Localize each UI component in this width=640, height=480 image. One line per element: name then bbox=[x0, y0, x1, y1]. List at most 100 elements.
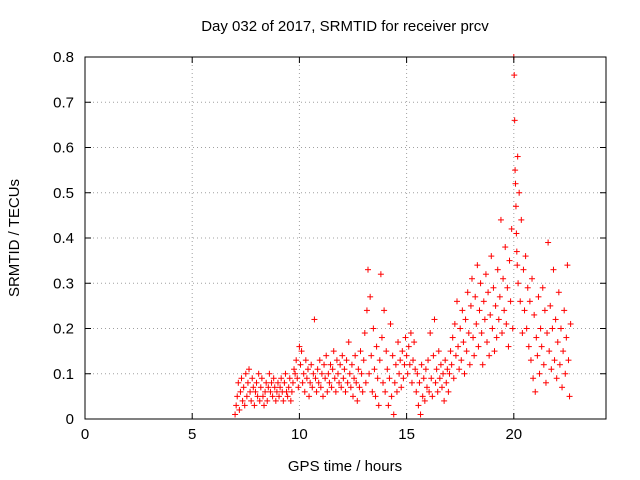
data-point bbox=[410, 357, 417, 364]
data-point bbox=[548, 366, 555, 373]
data-point bbox=[511, 72, 518, 79]
data-point bbox=[505, 343, 512, 350]
data-point bbox=[378, 334, 385, 341]
data-point bbox=[341, 366, 348, 373]
data-point bbox=[564, 262, 571, 269]
data-point bbox=[263, 379, 270, 386]
data-point bbox=[301, 388, 308, 395]
data-point bbox=[563, 334, 570, 341]
data-point bbox=[433, 366, 440, 373]
data-point bbox=[426, 388, 433, 395]
data-points bbox=[232, 54, 574, 418]
data-point bbox=[467, 302, 474, 309]
data-point bbox=[421, 397, 428, 404]
data-point bbox=[392, 361, 399, 368]
data-point bbox=[449, 334, 456, 341]
data-point bbox=[253, 379, 260, 386]
data-point bbox=[539, 284, 546, 291]
data-point bbox=[416, 379, 423, 386]
data-point bbox=[419, 393, 426, 400]
data-point bbox=[332, 388, 339, 395]
data-point bbox=[550, 266, 557, 273]
data-point bbox=[423, 384, 430, 391]
data-point bbox=[552, 316, 559, 323]
data-point bbox=[372, 393, 379, 400]
x-tick-label: 15 bbox=[398, 426, 415, 443]
x-tick-label: 0 bbox=[81, 426, 89, 443]
data-point bbox=[425, 357, 432, 364]
data-point bbox=[388, 393, 395, 400]
data-point bbox=[440, 370, 447, 377]
data-point bbox=[366, 370, 373, 377]
data-point bbox=[255, 370, 262, 377]
data-point bbox=[360, 357, 367, 364]
data-point bbox=[268, 379, 275, 386]
data-point bbox=[516, 189, 523, 196]
data-point bbox=[508, 225, 515, 232]
data-point bbox=[537, 325, 544, 332]
data-point bbox=[545, 239, 552, 246]
data-point bbox=[369, 388, 376, 395]
data-point bbox=[551, 357, 558, 364]
data-point bbox=[389, 352, 396, 359]
data-point bbox=[417, 411, 424, 418]
data-point bbox=[452, 352, 459, 359]
data-point bbox=[561, 307, 568, 314]
data-point bbox=[331, 375, 338, 382]
data-point bbox=[446, 370, 453, 377]
data-point bbox=[334, 370, 341, 377]
data-point bbox=[538, 343, 545, 350]
data-point bbox=[435, 348, 442, 355]
data-point bbox=[272, 397, 279, 404]
data-point bbox=[521, 307, 528, 314]
data-point bbox=[482, 271, 489, 278]
data-point bbox=[368, 352, 375, 359]
data-point bbox=[393, 388, 400, 395]
data-point bbox=[350, 393, 357, 400]
data-point bbox=[297, 361, 304, 368]
data-point bbox=[453, 298, 460, 305]
data-point bbox=[317, 384, 324, 391]
data-point bbox=[444, 366, 451, 373]
data-point bbox=[288, 388, 295, 395]
data-point bbox=[522, 253, 529, 260]
data-point bbox=[476, 307, 483, 314]
data-point bbox=[362, 379, 369, 386]
data-point bbox=[302, 357, 309, 364]
x-tick-label: 10 bbox=[291, 426, 308, 443]
data-point bbox=[326, 379, 333, 386]
data-point bbox=[428, 375, 435, 382]
data-point bbox=[262, 388, 269, 395]
data-point bbox=[533, 334, 540, 341]
data-point bbox=[427, 330, 434, 337]
data-point bbox=[527, 357, 534, 364]
data-point bbox=[411, 339, 418, 346]
data-point bbox=[484, 339, 491, 346]
data-point bbox=[512, 203, 519, 210]
data-point bbox=[267, 388, 274, 395]
data-point bbox=[420, 375, 427, 382]
data-point bbox=[238, 375, 245, 382]
data-point bbox=[270, 375, 277, 382]
data-point bbox=[266, 370, 273, 377]
data-point bbox=[261, 402, 268, 409]
data-point bbox=[415, 402, 422, 409]
data-point bbox=[535, 293, 542, 300]
data-point bbox=[283, 388, 290, 395]
data-point bbox=[246, 366, 253, 373]
data-point bbox=[365, 266, 372, 273]
data-point bbox=[525, 343, 532, 350]
data-point bbox=[293, 357, 300, 364]
data-point bbox=[380, 379, 387, 386]
data-point bbox=[471, 352, 478, 359]
data-point bbox=[532, 388, 539, 395]
data-point bbox=[300, 370, 307, 377]
data-point bbox=[513, 230, 520, 237]
data-point bbox=[478, 330, 485, 337]
data-point bbox=[291, 366, 298, 373]
data-point bbox=[306, 393, 313, 400]
data-point bbox=[432, 379, 439, 386]
data-point bbox=[352, 352, 359, 359]
data-point bbox=[374, 375, 381, 382]
data-point bbox=[562, 370, 569, 377]
